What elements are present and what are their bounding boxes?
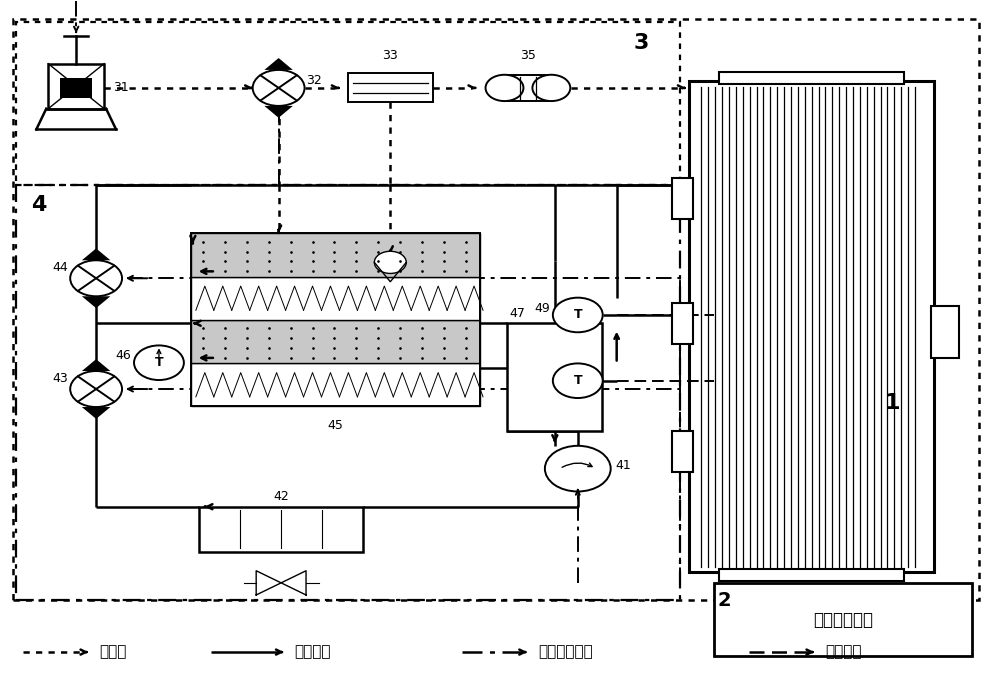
Polygon shape xyxy=(281,571,306,595)
Polygon shape xyxy=(82,407,110,419)
Polygon shape xyxy=(374,262,406,281)
Circle shape xyxy=(486,75,523,101)
Bar xyxy=(191,363,480,407)
Text: 3: 3 xyxy=(634,33,649,53)
Text: T: T xyxy=(573,374,582,387)
Bar xyxy=(191,234,480,407)
Polygon shape xyxy=(264,106,293,117)
Bar xyxy=(16,185,680,600)
Text: 46: 46 xyxy=(115,350,131,362)
Bar xyxy=(191,234,480,277)
Text: 4: 4 xyxy=(31,195,47,215)
Text: 35: 35 xyxy=(520,49,536,62)
Text: 温度信号: 温度信号 xyxy=(825,644,862,660)
Polygon shape xyxy=(60,78,92,98)
Text: 43: 43 xyxy=(52,372,68,385)
Bar xyxy=(191,320,480,363)
Circle shape xyxy=(374,252,406,273)
Text: 1: 1 xyxy=(884,393,900,413)
Bar xyxy=(719,569,904,582)
Polygon shape xyxy=(36,108,116,129)
Bar xyxy=(16,22,680,185)
Text: 47: 47 xyxy=(509,306,525,320)
Text: 48: 48 xyxy=(534,368,550,381)
Polygon shape xyxy=(264,58,293,70)
Bar xyxy=(348,74,433,102)
Circle shape xyxy=(532,75,570,101)
Bar xyxy=(931,306,959,358)
Text: 热管理控制器: 热管理控制器 xyxy=(813,610,873,628)
Bar xyxy=(191,277,480,320)
Polygon shape xyxy=(82,359,110,371)
Bar xyxy=(719,72,904,85)
Bar xyxy=(672,178,693,220)
Bar xyxy=(199,507,363,552)
Text: 45: 45 xyxy=(328,419,343,432)
Text: 31: 31 xyxy=(113,81,129,95)
Circle shape xyxy=(553,363,603,398)
Text: T: T xyxy=(155,357,163,369)
Circle shape xyxy=(553,297,603,332)
Bar xyxy=(48,64,104,108)
Bar xyxy=(672,302,693,344)
Bar xyxy=(507,323,602,431)
Text: 42: 42 xyxy=(273,490,289,503)
Bar xyxy=(672,431,693,472)
Bar xyxy=(13,19,979,600)
Text: 34: 34 xyxy=(412,253,428,266)
Text: 44: 44 xyxy=(52,261,68,275)
Text: 41: 41 xyxy=(616,459,631,472)
Bar xyxy=(504,75,551,101)
Circle shape xyxy=(253,70,305,106)
Polygon shape xyxy=(82,296,110,308)
Text: 32: 32 xyxy=(307,74,322,88)
Circle shape xyxy=(134,345,184,380)
Text: 49: 49 xyxy=(534,302,550,316)
Circle shape xyxy=(70,371,122,407)
Polygon shape xyxy=(82,248,110,261)
Text: 空气流: 空气流 xyxy=(99,644,126,660)
Text: 开关控制信号: 开关控制信号 xyxy=(538,644,593,660)
Bar xyxy=(689,81,934,573)
Circle shape xyxy=(70,261,122,296)
Bar xyxy=(714,583,972,655)
Polygon shape xyxy=(256,571,281,595)
Text: T: T xyxy=(573,309,582,322)
Text: 水膨
箱胀: 水膨 箱胀 xyxy=(545,359,563,391)
Text: 33: 33 xyxy=(382,49,398,62)
Text: 冷却液流: 冷却液流 xyxy=(295,644,331,660)
Text: 2: 2 xyxy=(717,591,731,610)
Circle shape xyxy=(545,445,611,491)
